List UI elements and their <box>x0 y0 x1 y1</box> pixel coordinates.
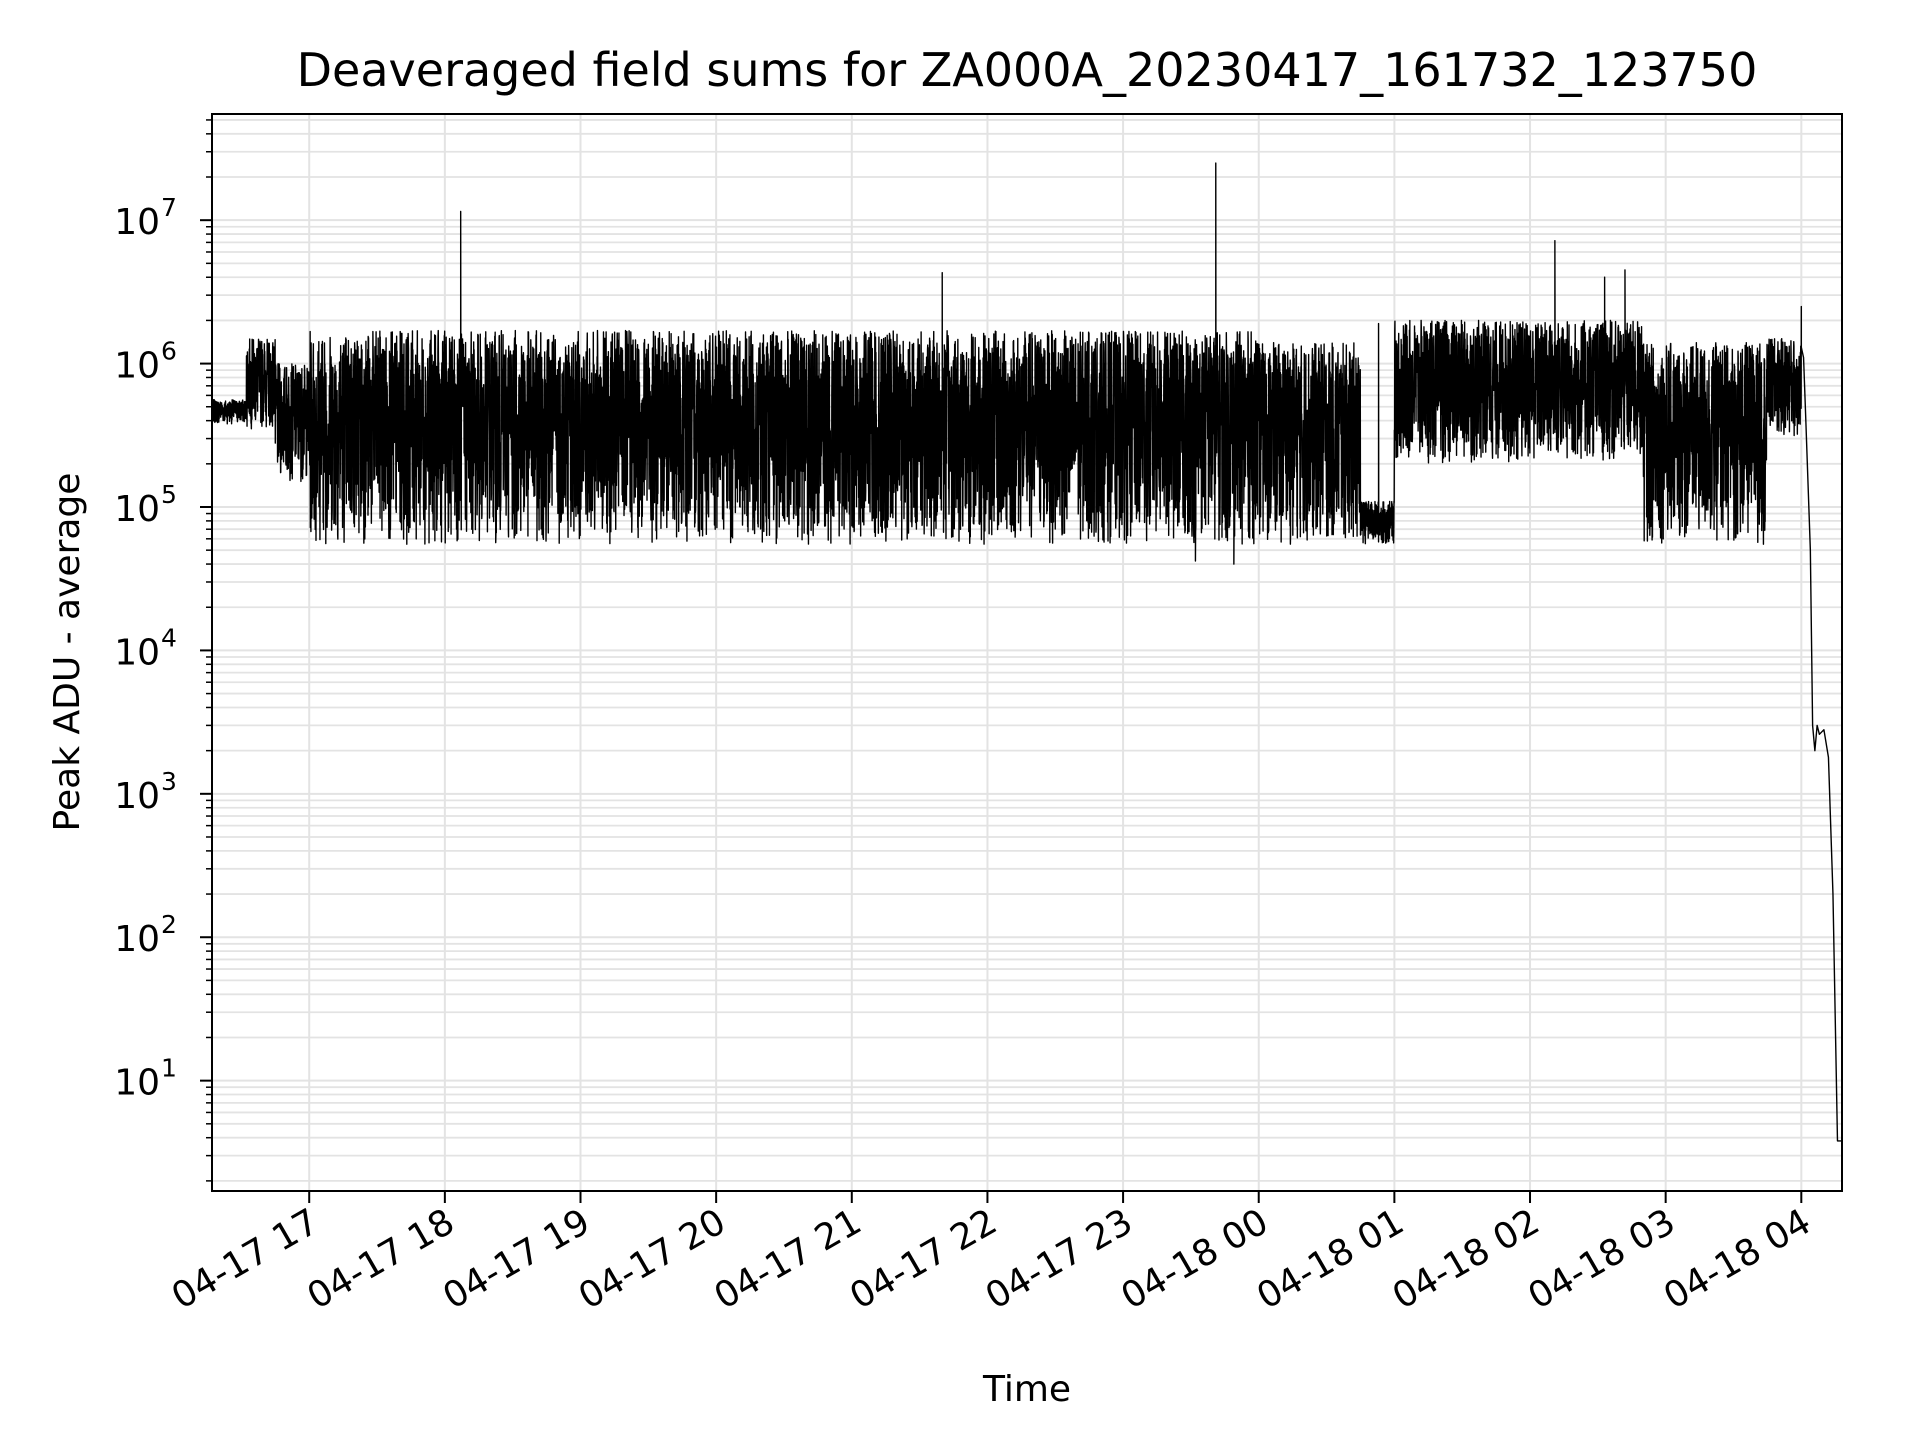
x-tick-label: 04-17 23 <box>979 1201 1140 1317</box>
y-tick-exponent: 5 <box>161 480 177 509</box>
y-tick-exponent: 2 <box>161 910 177 939</box>
y-tick-exponent: 6 <box>161 337 177 366</box>
x-tick-label: 04-17 17 <box>165 1201 326 1317</box>
y-tick-label: 10 <box>114 1063 160 1104</box>
y-tick-label: 10 <box>114 346 160 387</box>
x-tick-label: 04-18 00 <box>1115 1201 1276 1317</box>
y-axis-label: Peak ADU - average <box>47 473 88 832</box>
grid <box>212 114 1842 1191</box>
y-tick-label: 10 <box>114 202 160 243</box>
y-tick-exponent: 4 <box>161 623 177 652</box>
x-tick-label: 04-18 03 <box>1521 1201 1682 1317</box>
y-tick-label: 10 <box>114 632 160 673</box>
y-tick-exponent: 1 <box>161 1054 177 1083</box>
y-tick-exponent: 3 <box>161 767 177 796</box>
x-tick-label: 04-18 01 <box>1250 1201 1411 1317</box>
y-tick-label: 10 <box>114 489 160 530</box>
x-tick-label: 04-18 04 <box>1657 1201 1818 1317</box>
y-tick-exponent: 7 <box>161 193 177 222</box>
x-tick-label: 04-17 19 <box>436 1201 597 1317</box>
x-axis-label: Time <box>982 1369 1071 1410</box>
x-tick-label: 04-18 02 <box>1386 1201 1547 1317</box>
chart-title: Deaveraged field sums for ZA000A_2023041… <box>297 43 1758 97</box>
series-line <box>211 162 1842 1142</box>
x-tick-label: 04-17 21 <box>708 1201 869 1317</box>
plot-frame <box>211 113 1843 1192</box>
x-tick-label: 04-17 20 <box>572 1201 733 1317</box>
y-tick-label: 10 <box>114 919 160 960</box>
y-tick-label: 10 <box>114 776 160 817</box>
series-group <box>211 162 1842 1142</box>
x-tick-label: 04-17 18 <box>301 1201 462 1317</box>
x-tick-label: 04-17 22 <box>843 1201 1004 1317</box>
